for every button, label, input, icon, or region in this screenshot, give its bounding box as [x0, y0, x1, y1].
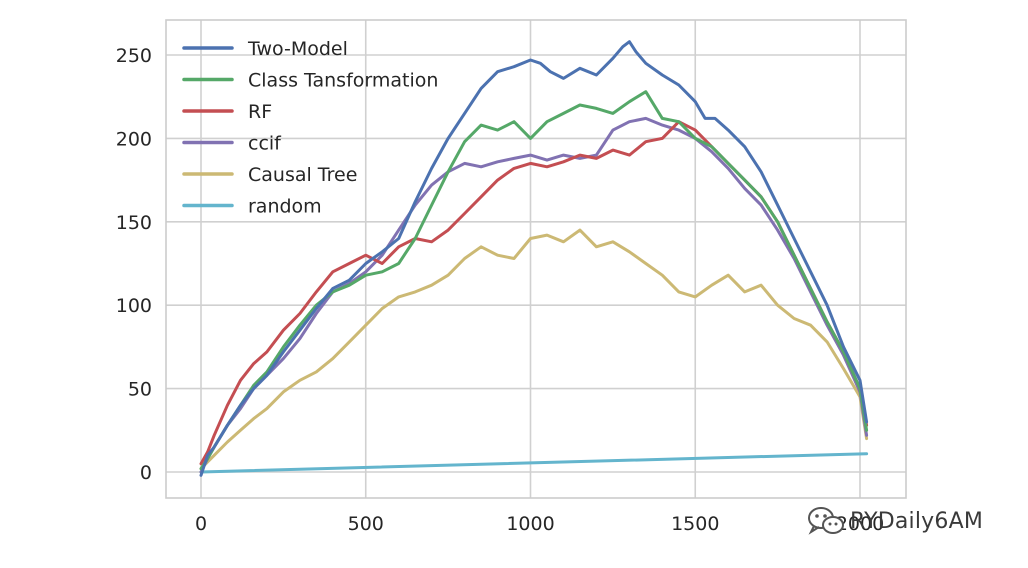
series-layer	[199, 40, 869, 477]
legend: Two-Model Class Tansformation RF ccif Causal…	[182, 38, 438, 218]
y-tick-label: 0	[140, 462, 152, 484]
series-line-two-model	[199, 40, 869, 477]
x-tick-label: 1500	[671, 513, 719, 535]
y-tick-label: 50	[128, 379, 152, 401]
series-line-random	[199, 452, 869, 474]
series-line-causal-tree	[199, 228, 869, 471]
x-gridlines	[200, 20, 861, 498]
y-tick-label: 100	[116, 295, 152, 317]
series-line-ccif	[199, 116, 869, 474]
legend-label-rf: RF	[248, 101, 272, 123]
legend-label-ccif: ccif	[248, 133, 282, 155]
legend-label-two-model: Two-Model	[247, 38, 348, 60]
x-tick-label: 500	[348, 513, 384, 535]
y-tick-label: 200	[116, 128, 152, 150]
watermark: RYDaily6AM	[806, 503, 983, 539]
y-tick-labels: 0 50 100 150 200 250	[116, 45, 152, 484]
x-tick-label: 2000	[836, 513, 884, 535]
x-tick-labels: 0 500 1000 1500 2000	[195, 513, 884, 535]
legend-label-random: random	[248, 196, 322, 218]
x-tick-label: 0	[195, 513, 207, 535]
legend-label-causal-tree: Causal Tree	[248, 164, 357, 186]
plot-area-frame	[165, 19, 907, 499]
y-tick-label: 150	[116, 212, 152, 234]
series-line-class-tansformation	[199, 90, 869, 471]
x-tick-label: 1000	[506, 513, 554, 535]
watermark-text: RYDaily6AM	[850, 508, 984, 534]
wechat-icon	[808, 507, 844, 535]
y-tick-label: 250	[116, 45, 152, 67]
legend-label-class-tansformation: Class Tansformation	[248, 70, 438, 92]
